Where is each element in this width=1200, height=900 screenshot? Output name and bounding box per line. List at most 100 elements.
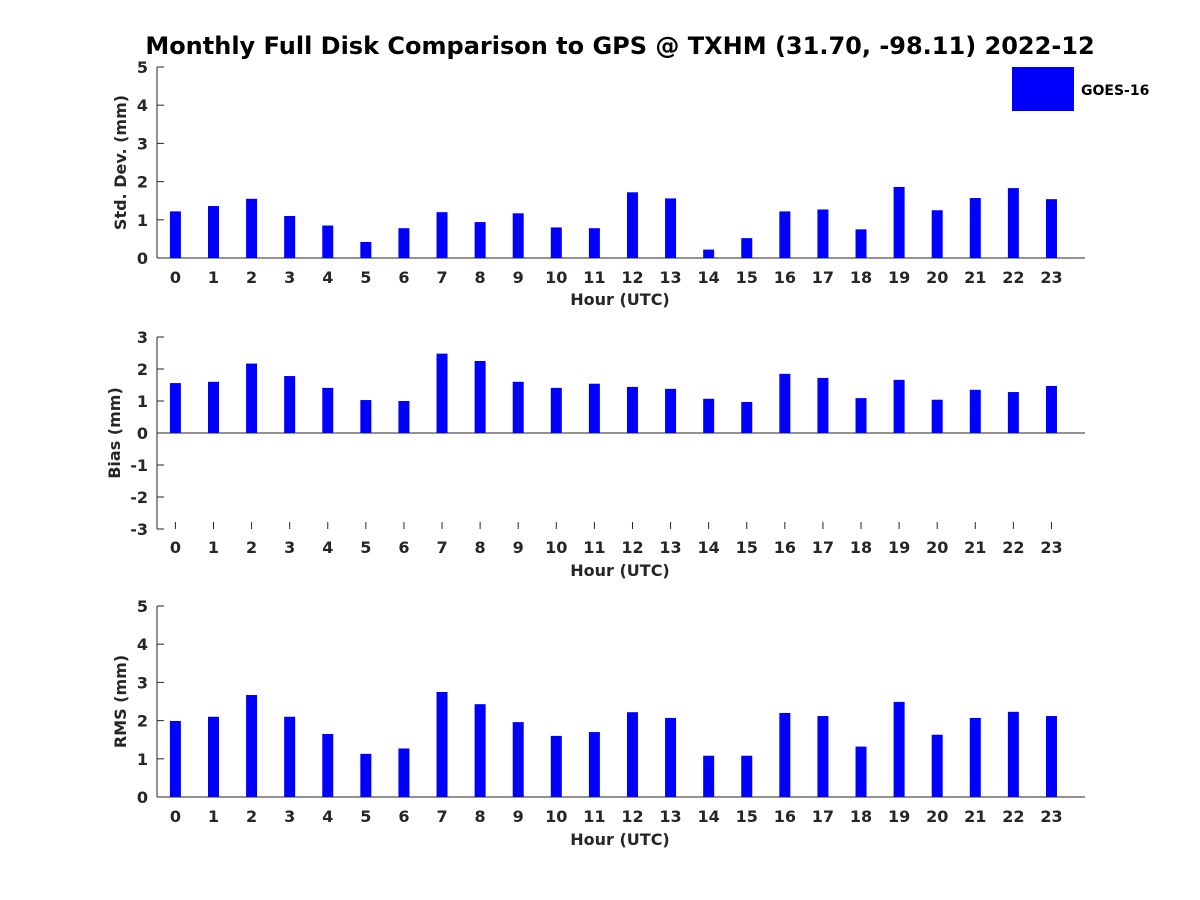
x-tick-label: 15 — [736, 538, 758, 557]
x-tick-label: 10 — [545, 268, 567, 287]
bar-hour-15 — [741, 401, 753, 433]
bar-hour-20 — [931, 734, 943, 797]
bar-hour-9 — [512, 213, 524, 258]
bar-hour-14 — [703, 249, 715, 258]
bar-hour-16 — [779, 712, 791, 797]
x-tick-label: 20 — [926, 807, 948, 826]
bar-hour-6 — [398, 748, 410, 797]
y-tick-label: 4 — [137, 635, 148, 654]
x-tick-label: 21 — [964, 268, 986, 287]
y-tick-label: -2 — [130, 488, 148, 507]
y-tick-label: 1 — [137, 392, 148, 411]
bar-hour-16 — [779, 211, 791, 258]
x-tick-label: 3 — [284, 538, 295, 557]
y-tick-label: 0 — [137, 788, 148, 807]
x-tick-label: 19 — [888, 268, 910, 287]
x-axis-label: Hour (UTC) — [570, 561, 670, 580]
x-tick-label: 16 — [774, 807, 796, 826]
bar-hour-3 — [284, 716, 296, 797]
bar-hour-15 — [741, 755, 753, 797]
x-tick-label: 11 — [583, 538, 605, 557]
x-tick-label: 5 — [360, 268, 371, 287]
chart-title: Monthly Full Disk Comparison to GPS @ TX… — [145, 32, 1094, 60]
bar-hour-10 — [550, 227, 562, 258]
bar-hour-1 — [207, 206, 219, 258]
x-tick-label: 10 — [545, 807, 567, 826]
bar-hour-3 — [284, 376, 296, 433]
x-tick-label: 8 — [475, 538, 486, 557]
y-tick-label: 2 — [137, 712, 148, 731]
x-tick-label: 20 — [926, 268, 948, 287]
bar-hour-6 — [398, 401, 410, 433]
x-tick-label: 17 — [812, 538, 834, 557]
x-tick-label: 0 — [170, 268, 181, 287]
bar-hour-11 — [588, 383, 600, 433]
bar-hour-2 — [246, 198, 258, 258]
bar-hour-19 — [893, 186, 905, 258]
x-tick-label: 6 — [398, 538, 409, 557]
legend: GOES-16 — [1012, 67, 1149, 111]
x-tick-label: 14 — [698, 807, 720, 826]
bar-hour-16 — [779, 373, 791, 433]
x-tick-label: 1 — [208, 538, 219, 557]
x-tick-label: 2 — [246, 538, 257, 557]
y-tick-label: 0 — [137, 424, 148, 443]
legend-swatch — [1012, 67, 1074, 111]
x-tick-label: 9 — [513, 807, 524, 826]
bar-hour-6 — [398, 228, 410, 258]
x-axis-label: Hour (UTC) — [570, 830, 670, 849]
bar-hour-14 — [703, 755, 715, 797]
x-tick-label: 5 — [360, 807, 371, 826]
bar-hour-2 — [246, 695, 258, 797]
x-tick-label: 23 — [1040, 807, 1062, 826]
bar-hour-23 — [1045, 199, 1057, 258]
bar-hour-4 — [322, 387, 334, 433]
bar-hour-8 — [474, 361, 486, 433]
x-tick-label: 15 — [736, 807, 758, 826]
y-tick-label: -3 — [130, 520, 148, 539]
bar-hour-20 — [931, 210, 943, 258]
x-tick-label: 6 — [398, 268, 409, 287]
x-tick-label: 16 — [774, 538, 796, 557]
bar-hour-10 — [550, 735, 562, 797]
bar-hour-5 — [360, 400, 372, 433]
bar-hour-23 — [1045, 385, 1057, 433]
bar-hour-7 — [436, 691, 448, 797]
x-tick-label: 12 — [621, 807, 643, 826]
x-tick-label: 9 — [513, 268, 524, 287]
bar-hour-10 — [550, 387, 562, 433]
x-tick-label: 13 — [659, 268, 681, 287]
x-tick-label: 11 — [583, 807, 605, 826]
x-tick-label: 4 — [322, 807, 333, 826]
bar-hour-0 — [169, 383, 181, 433]
x-tick-label: 8 — [475, 807, 486, 826]
x-tick-label: 12 — [621, 268, 643, 287]
x-tick-label: 17 — [812, 268, 834, 287]
x-tick-label: 18 — [850, 268, 872, 287]
x-tick-label: 15 — [736, 268, 758, 287]
bar-hour-18 — [855, 398, 867, 433]
x-tick-label: 3 — [284, 807, 295, 826]
x-tick-label: 21 — [964, 807, 986, 826]
bar-hour-13 — [665, 198, 677, 258]
x-tick-label: 23 — [1040, 538, 1062, 557]
bar-hour-12 — [626, 712, 638, 797]
x-tick-label: 3 — [284, 268, 295, 287]
bar-hour-19 — [893, 701, 905, 797]
bar-hour-12 — [626, 386, 638, 433]
bar-hour-8 — [474, 704, 486, 797]
bar-hour-1 — [207, 381, 219, 433]
bar-hour-2 — [246, 363, 258, 433]
y-axis-label: Std. Dev. (mm) — [111, 95, 130, 230]
x-tick-label: 12 — [621, 538, 643, 557]
bar-hour-5 — [360, 241, 372, 258]
bar-hour-13 — [665, 388, 677, 433]
x-tick-label: 2 — [246, 268, 257, 287]
x-tick-label: 0 — [170, 807, 181, 826]
x-tick-label: 2 — [246, 807, 257, 826]
bar-hour-22 — [1007, 392, 1019, 433]
